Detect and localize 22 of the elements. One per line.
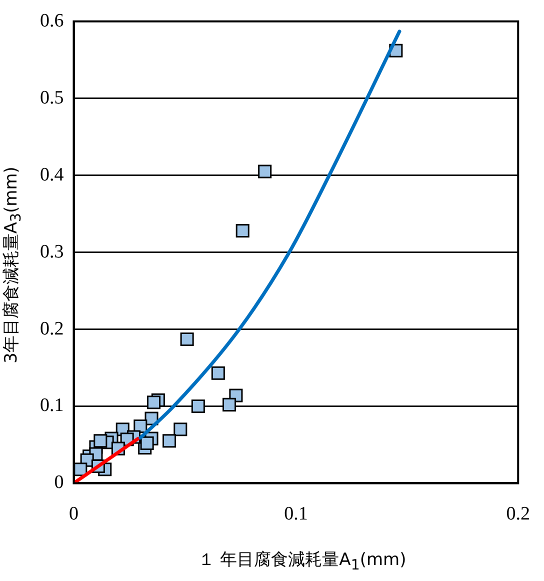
point: [191, 399, 205, 413]
y-tick-label: 0.1: [40, 395, 64, 416]
x-axis-title: １ 年目腐食減耗量A$_{1}$(mm): [196, 549, 408, 574]
point: [162, 434, 176, 448]
y-tick-label: 0.3: [40, 241, 64, 262]
x-tick-label: 0.1: [284, 504, 308, 525]
x-tick-label: 0: [69, 504, 78, 525]
point: [180, 332, 194, 346]
point: [222, 398, 236, 412]
point: [236, 224, 250, 238]
y-tick-label: 0.2: [40, 318, 64, 340]
x-tick-label: 0.2: [506, 504, 530, 525]
point: [211, 366, 225, 380]
y-tick-label: 0: [54, 472, 64, 494]
y-tick-label: 0.4: [40, 164, 64, 186]
point: [174, 422, 188, 436]
y-tick-label: 0.5: [40, 87, 64, 108]
point: [140, 436, 154, 450]
y-tick-label: 0.6: [40, 10, 64, 32]
point: [94, 434, 108, 448]
point: [258, 164, 272, 178]
point: [146, 396, 160, 410]
